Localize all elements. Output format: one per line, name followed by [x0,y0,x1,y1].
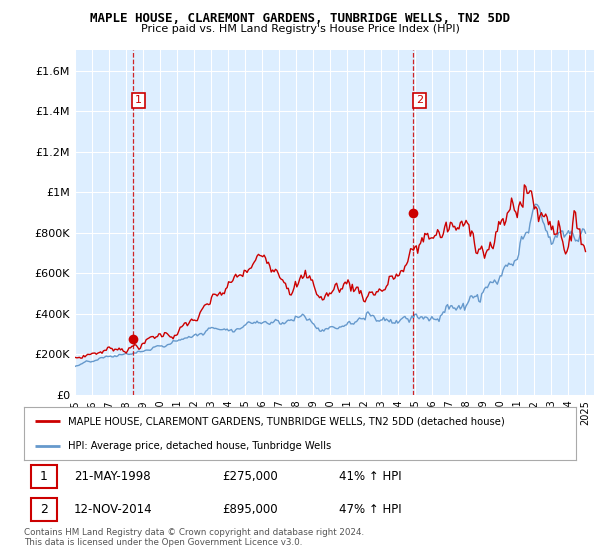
Text: £275,000: £275,000 [223,470,278,483]
Text: MAPLE HOUSE, CLAREMONT GARDENS, TUNBRIDGE WELLS, TN2 5DD: MAPLE HOUSE, CLAREMONT GARDENS, TUNBRIDG… [90,12,510,25]
Text: 1: 1 [135,95,142,105]
Text: 1: 1 [40,470,48,483]
Text: 2: 2 [416,95,423,105]
Text: Price paid vs. HM Land Registry's House Price Index (HPI): Price paid vs. HM Land Registry's House … [140,24,460,34]
Text: Contains HM Land Registry data © Crown copyright and database right 2024.
This d: Contains HM Land Registry data © Crown c… [24,528,364,547]
Text: 2: 2 [40,502,48,516]
Text: £895,000: £895,000 [223,502,278,516]
Text: HPI: Average price, detached house, Tunbridge Wells: HPI: Average price, detached house, Tunb… [68,441,331,451]
Bar [31,498,57,521]
Text: 21-MAY-1998: 21-MAY-1998 [74,470,151,483]
Text: MAPLE HOUSE, CLAREMONT GARDENS, TUNBRIDGE WELLS, TN2 5DD (detached house): MAPLE HOUSE, CLAREMONT GARDENS, TUNBRIDG… [68,417,505,427]
Bar [31,465,57,488]
Text: 12-NOV-2014: 12-NOV-2014 [74,502,152,516]
Text: 41% ↑ HPI: 41% ↑ HPI [338,470,401,483]
Text: 47% ↑ HPI: 47% ↑ HPI [338,502,401,516]
